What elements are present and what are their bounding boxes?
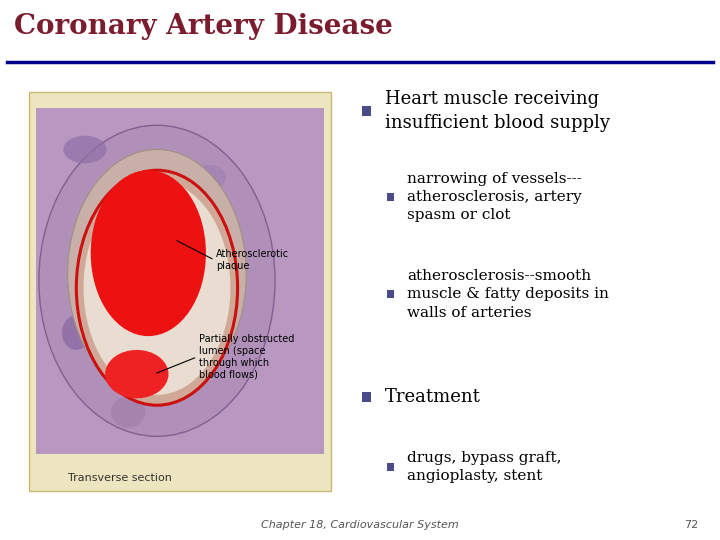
Ellipse shape xyxy=(91,170,206,336)
Text: Treatment: Treatment xyxy=(385,388,481,406)
Text: Chapter 18, Cardiovascular System: Chapter 18, Cardiovascular System xyxy=(261,520,459,530)
Ellipse shape xyxy=(62,315,91,350)
FancyBboxPatch shape xyxy=(387,193,394,201)
FancyBboxPatch shape xyxy=(36,108,324,454)
Text: Partially obstructed
lumen (space
through which
blood flows): Partially obstructed lumen (space throug… xyxy=(199,334,294,379)
Ellipse shape xyxy=(209,295,232,336)
FancyBboxPatch shape xyxy=(387,291,394,298)
Text: narrowing of vessels---
atherosclerosis, artery
spasm or clot: narrowing of vessels--- atherosclerosis,… xyxy=(407,172,582,222)
Text: Transverse section: Transverse section xyxy=(68,473,171,483)
Ellipse shape xyxy=(192,165,226,189)
FancyBboxPatch shape xyxy=(29,92,331,491)
Ellipse shape xyxy=(63,136,107,163)
Ellipse shape xyxy=(68,150,246,399)
Text: 72: 72 xyxy=(684,520,698,530)
Text: atherosclerosis--smooth
muscle & fatty deposits in
walls of arteries: atherosclerosis--smooth muscle & fatty d… xyxy=(407,269,608,320)
Ellipse shape xyxy=(105,350,168,399)
FancyBboxPatch shape xyxy=(387,463,394,471)
Text: Heart muscle receiving
insufficient blood supply: Heart muscle receiving insufficient bloo… xyxy=(385,90,611,132)
FancyBboxPatch shape xyxy=(362,392,371,402)
Ellipse shape xyxy=(39,125,275,436)
Ellipse shape xyxy=(111,396,145,428)
Text: drugs, bypass graft,
angioplasty, stent: drugs, bypass graft, angioplasty, stent xyxy=(407,451,562,483)
Ellipse shape xyxy=(76,170,238,405)
Text: Coronary Artery Disease: Coronary Artery Disease xyxy=(14,14,393,40)
Text: Atherosclerotic
plaque: Atherosclerotic plaque xyxy=(216,249,289,271)
FancyBboxPatch shape xyxy=(362,106,371,116)
Ellipse shape xyxy=(84,180,230,395)
